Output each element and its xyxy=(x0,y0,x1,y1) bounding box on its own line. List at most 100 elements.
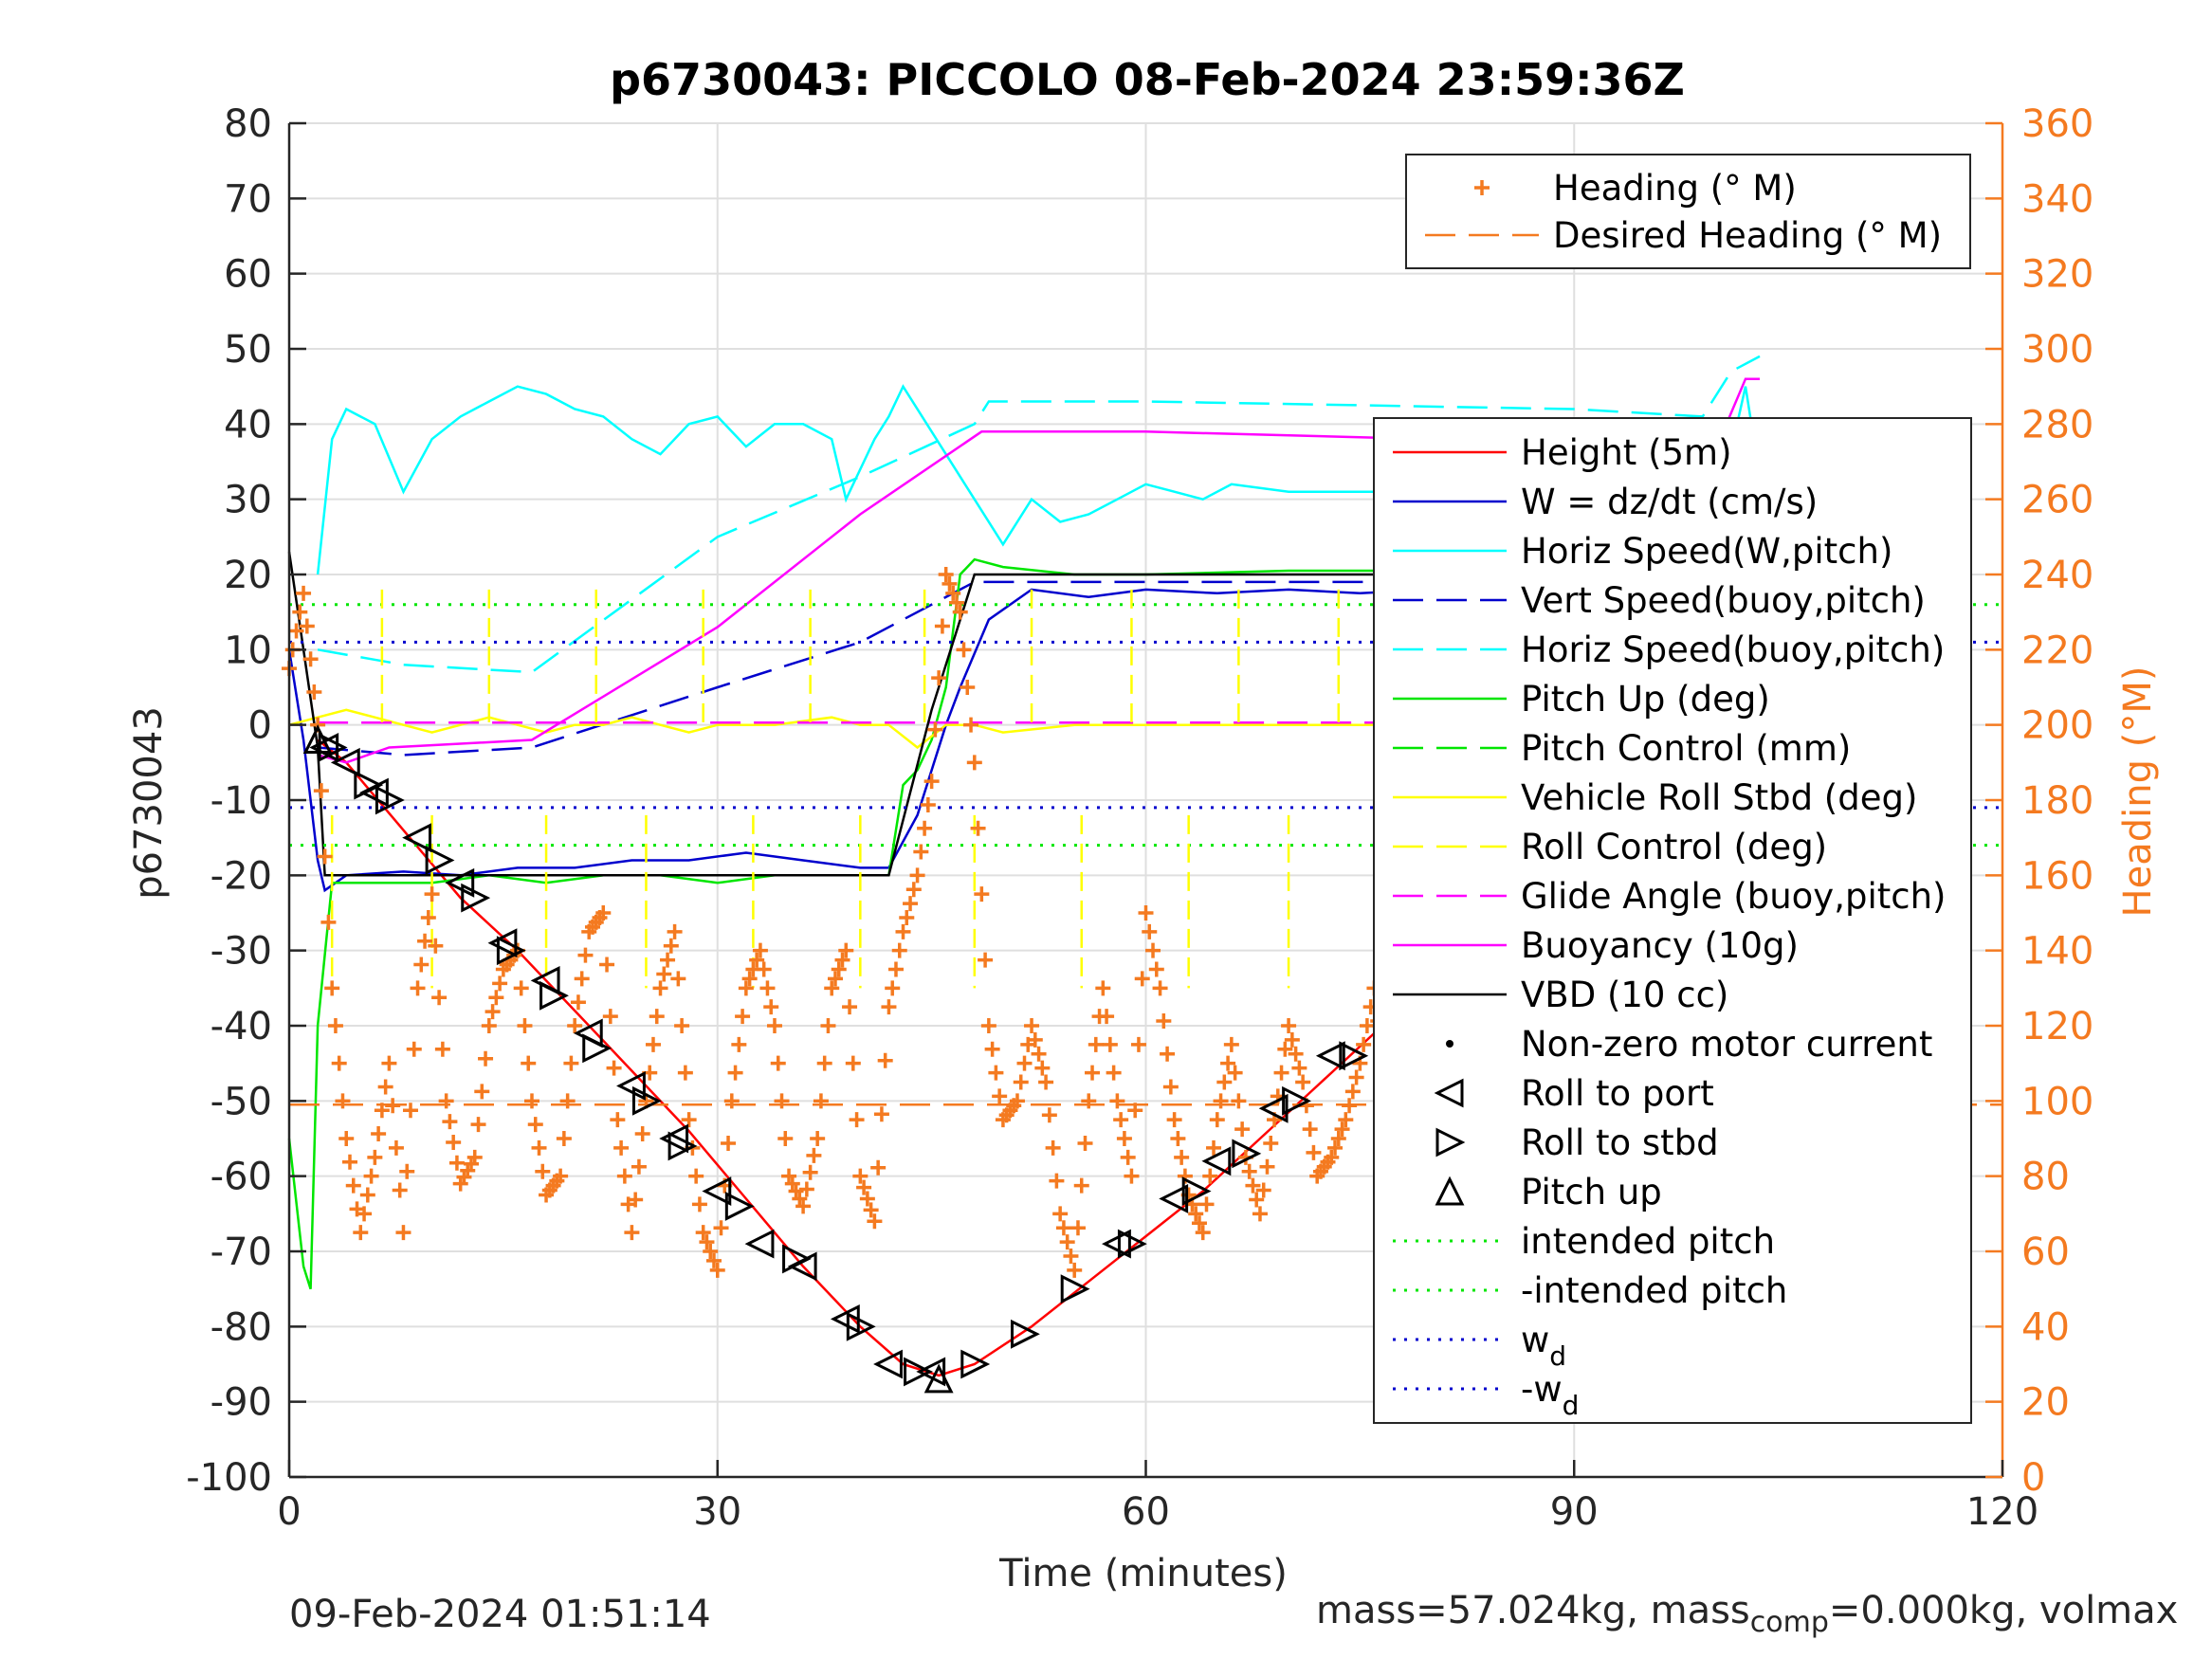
y2-tick-label: 260 xyxy=(2021,479,2093,522)
heading-point xyxy=(1120,1149,1136,1165)
heading-point xyxy=(713,1220,729,1236)
heading-point xyxy=(838,942,854,958)
heading-point xyxy=(1049,1173,1065,1189)
heading-point xyxy=(331,1055,347,1071)
y2-tick-label: 300 xyxy=(2021,328,2093,372)
heading-point xyxy=(367,1149,383,1165)
heading-point xyxy=(531,1139,547,1156)
heading-point xyxy=(1198,1196,1215,1212)
legend-main-entry-label: -intended pitch xyxy=(1521,1270,1787,1311)
heading-point xyxy=(1170,1131,1186,1146)
heading-point xyxy=(813,1093,829,1109)
heading-point xyxy=(941,575,958,592)
legend-heading-plus-sample xyxy=(1474,180,1490,195)
heading-point xyxy=(1081,1093,1097,1109)
heading-point xyxy=(1095,980,1111,996)
heading-point xyxy=(377,1079,393,1095)
y-tick-label: -40 xyxy=(210,1005,272,1048)
y-axis-label: p6730043 xyxy=(127,706,171,900)
heading-point xyxy=(535,1163,551,1179)
heading-point xyxy=(1216,1074,1233,1090)
heading-point xyxy=(891,942,907,958)
heading-point xyxy=(667,923,683,939)
heading-point xyxy=(887,961,904,977)
heading-point xyxy=(948,594,964,611)
heading-point xyxy=(527,1117,543,1133)
heading-point xyxy=(1191,1215,1207,1231)
roll-to-stbd-marker xyxy=(1232,1139,1262,1169)
heading-point xyxy=(624,1225,640,1241)
heading-point xyxy=(1073,1177,1089,1194)
footer-mass-sub: comp xyxy=(1749,1606,1829,1639)
heading-point xyxy=(721,1135,737,1151)
roll-to-stbd-marker xyxy=(960,1349,991,1379)
y-tick-label: -30 xyxy=(210,930,272,974)
legend-heading: Heading (° M) Desired Heading (° M) xyxy=(1405,154,1971,269)
heading-point xyxy=(606,1060,622,1076)
heading-point xyxy=(752,942,768,958)
heading-point xyxy=(1231,1093,1247,1109)
y-tick-label: 70 xyxy=(224,177,272,221)
roll-to-stbd-marker xyxy=(461,883,491,913)
heading-point xyxy=(470,1117,486,1133)
heading-point xyxy=(974,886,990,902)
heading-point xyxy=(399,1163,415,1179)
heading-point xyxy=(567,1018,583,1033)
heading-point xyxy=(978,952,994,968)
roll-to-port-marker xyxy=(402,823,432,853)
heading-point xyxy=(1338,1112,1354,1128)
footer-mass-info: mass=57.024kg, masscomp=0.000kg, volmax xyxy=(1316,1589,2178,1639)
heading-point xyxy=(1024,1018,1040,1033)
y2-tick-label: 20 xyxy=(2021,1381,2070,1425)
heading-point xyxy=(1288,1046,1304,1062)
heading-point xyxy=(1013,1074,1029,1090)
heading-point xyxy=(984,1041,1000,1057)
heading-point xyxy=(434,1041,450,1057)
heading-point xyxy=(1188,1206,1204,1222)
heading-point xyxy=(870,1159,887,1176)
heading-point xyxy=(602,1009,618,1025)
heading-point xyxy=(1038,1074,1054,1090)
heading-point xyxy=(1284,1031,1300,1048)
legend-main-entry-label: VBD (10 cc) xyxy=(1521,975,1728,1015)
heading-point xyxy=(1077,1135,1093,1151)
roll-to-stbd-marker xyxy=(582,1033,612,1064)
heading-point xyxy=(474,1084,490,1100)
footer-mass-text: mass=57.024kg, mass xyxy=(1316,1589,1750,1632)
legend-main-entry-label: Vert Speed(buoy,pitch) xyxy=(1521,580,1926,621)
heading-point xyxy=(1327,1139,1344,1156)
heading-point xyxy=(363,1168,379,1184)
x-tick-label: 30 xyxy=(693,1490,741,1534)
heading-point xyxy=(413,957,430,973)
heading-point xyxy=(521,1055,537,1071)
heading-point xyxy=(1220,1055,1236,1071)
roll-to-stbd-marker xyxy=(1282,1085,1311,1116)
roll-to-port-marker xyxy=(1315,1041,1345,1071)
heading-point xyxy=(834,952,850,968)
y2-tick-label: 160 xyxy=(2021,854,2093,898)
roll-to-stbd-marker xyxy=(782,1244,812,1274)
heading-point xyxy=(917,820,933,836)
legend-main-entry-label: W = dz/dt (cm/s) xyxy=(1521,482,1818,522)
heading-point xyxy=(709,1262,725,1278)
heading-point xyxy=(727,1065,743,1081)
roll-to-stbd-marker xyxy=(1181,1176,1212,1206)
heading-point xyxy=(1206,1139,1222,1156)
heading-point xyxy=(674,1018,690,1033)
heading-point xyxy=(631,1158,647,1175)
heading-point xyxy=(424,886,440,902)
heading-point xyxy=(438,1093,454,1109)
roll-to-stbd-marker xyxy=(724,1191,755,1221)
heading-point xyxy=(960,680,976,695)
heading-point xyxy=(1034,1060,1051,1076)
heading-point xyxy=(488,990,504,1006)
roll-to-stbd-marker xyxy=(846,1311,876,1341)
legend-main: Height (5m) W = dz/dt (cm/s) Horiz Speed(W… xyxy=(1373,417,1972,1424)
heading-point xyxy=(852,1168,868,1184)
heading-point xyxy=(691,1196,707,1212)
heading-point xyxy=(945,585,961,601)
y-tick-label: -10 xyxy=(210,779,272,823)
heading-point xyxy=(1330,1131,1346,1146)
heading-point xyxy=(574,971,590,987)
heading-point xyxy=(759,980,776,996)
